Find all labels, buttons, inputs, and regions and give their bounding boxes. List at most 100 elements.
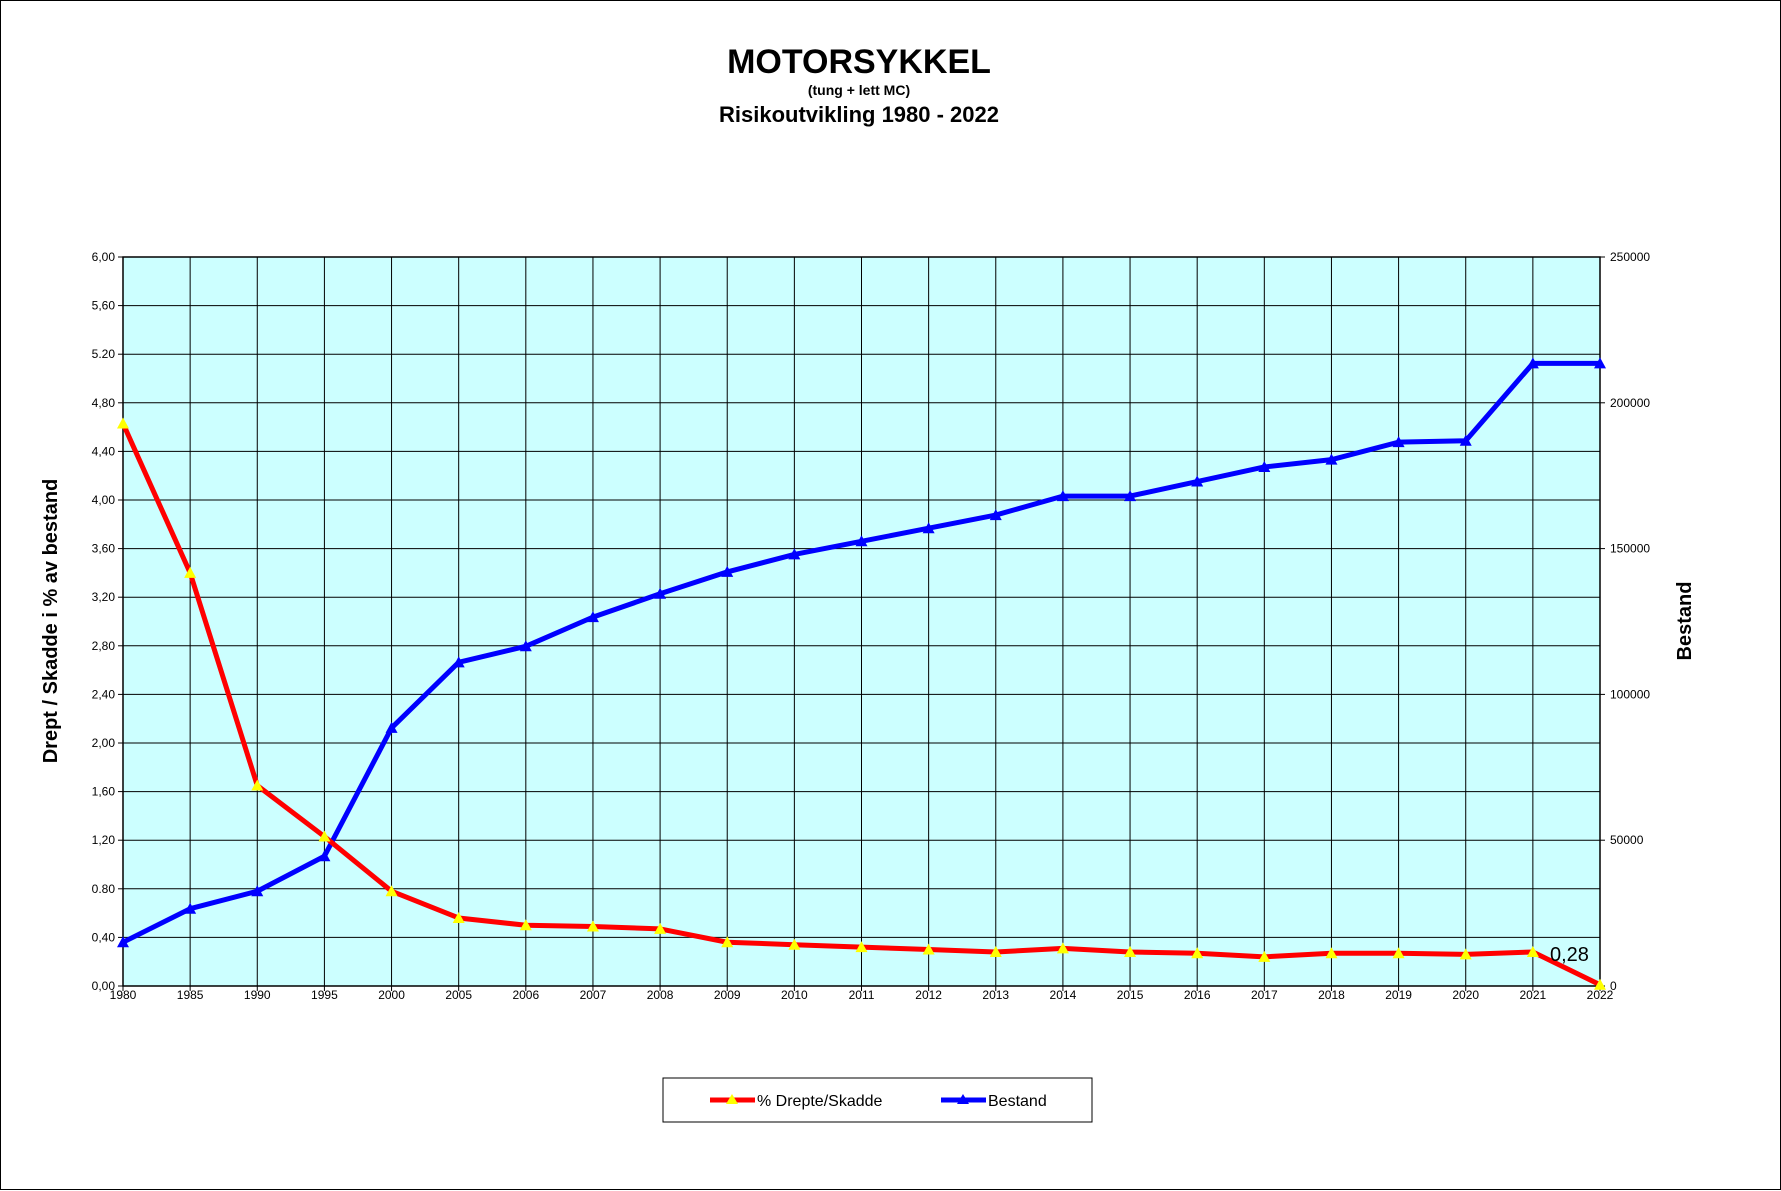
- data-point-drepte: [654, 922, 667, 934]
- left-tick-label: 6,00: [92, 250, 116, 264]
- x-tick-label: 2008: [647, 988, 674, 1002]
- data-point-drepte: [519, 919, 532, 931]
- left-tick-label: 2,80: [92, 639, 116, 653]
- x-tick-label: 2006: [512, 988, 539, 1002]
- data-point-bestand: [1325, 453, 1338, 465]
- chart-subtitle: (tung + lett MC): [808, 82, 910, 98]
- data-point-drepte: [1124, 945, 1137, 957]
- data-point-drepte: [117, 417, 129, 429]
- chart-title: MOTORSYKKEL: [727, 43, 991, 81]
- x-tick-label: 1990: [244, 988, 271, 1002]
- data-point-bestand: [1258, 460, 1271, 472]
- data-point-bestand: [654, 587, 667, 599]
- data-point-bestand: [1056, 490, 1069, 502]
- data-point-bestand: [519, 640, 532, 652]
- x-tick-label: 2015: [1117, 988, 1144, 1002]
- left-tick-label: 1,60: [92, 785, 116, 799]
- data-point-bestand: [1392, 436, 1405, 448]
- data-point-bestand: [1594, 357, 1606, 369]
- data-point-bestand: [117, 936, 129, 948]
- right-tick-label: 100000: [1610, 687, 1650, 701]
- x-tick-label: 2000: [378, 988, 405, 1002]
- data-point-drepte: [788, 938, 801, 950]
- data-point-bestand: [989, 509, 1002, 521]
- x-tick-label: 2016: [1184, 988, 1211, 1002]
- data-point-bestand: [318, 850, 331, 862]
- data-point-drepte: [385, 885, 398, 897]
- data-point-bestand: [184, 902, 197, 914]
- left-tick-label: 2,00: [92, 736, 116, 750]
- data-point-bestand: [1526, 357, 1539, 369]
- x-tick-label: 1980: [110, 988, 137, 1002]
- data-point-drepte: [1258, 950, 1271, 962]
- data-point-bestand: [721, 565, 734, 577]
- left-tick-label: 2,40: [92, 687, 116, 701]
- y-axis-label-right: Bestand: [1674, 582, 1696, 661]
- data-point-drepte: [1594, 978, 1606, 990]
- x-axis-ticks: 1980 1985 1990 1995 2000 2005 2006 2007 2008 2009…: [110, 986, 1614, 1002]
- data-point-drepte: [452, 911, 465, 923]
- legend: % Drepte/Skadde Bestand: [662, 1077, 1093, 1123]
- data-point-drepte: [318, 830, 331, 842]
- data-point-bestand: [788, 548, 801, 560]
- data-point-drepte: [1325, 947, 1338, 959]
- x-tick-label: 2020: [1452, 988, 1479, 1002]
- x-tick-label: 2012: [915, 988, 942, 1002]
- x-tick-label: 2019: [1385, 988, 1412, 1002]
- data-point-drepte: [184, 566, 197, 578]
- left-tick-label: 3,60: [92, 542, 116, 556]
- right-tick-label: 150000: [1610, 542, 1650, 556]
- x-tick-label: 2013: [982, 988, 1009, 1002]
- left-tick-label: 0.80: [92, 882, 116, 896]
- left-tick-label: 4,80: [92, 396, 116, 410]
- data-point-bestand: [1459, 434, 1472, 446]
- x-tick-label: 2007: [580, 988, 607, 1002]
- series-layer: [117, 357, 1606, 990]
- data-point-bestand: [251, 885, 264, 897]
- left-tick-label: 0,00: [92, 979, 116, 993]
- data-point-bestand: [855, 535, 868, 547]
- left-tick-label: 5.20: [92, 347, 116, 361]
- data-point-drepte: [1526, 945, 1539, 957]
- legend-label-drepte: % Drepte/Skadde: [757, 1093, 883, 1110]
- left-axis-ticks: 0,00 0,40 0.80 1,20 1,60 2,00 2,40 2,80 3,20 3,60…: [92, 250, 123, 993]
- legend-marker-bestand: [957, 1094, 969, 1104]
- x-tick-label: 2021: [1520, 988, 1547, 1002]
- data-point-drepte: [251, 779, 264, 791]
- left-tick-label: 1,20: [92, 833, 116, 847]
- x-tick-label: 2014: [1050, 988, 1077, 1002]
- left-tick-label: 4,00: [92, 493, 116, 507]
- legend-marker-drepte: [726, 1094, 738, 1104]
- left-tick-label: 0,40: [92, 930, 116, 944]
- right-tick-label: 0: [1610, 979, 1617, 993]
- left-tick-label: 5,60: [92, 299, 116, 313]
- data-point-bestand: [1191, 475, 1204, 487]
- data-point-drepte: [922, 943, 935, 955]
- x-tick-label: 2010: [781, 988, 808, 1002]
- right-tick-label: 250000: [1610, 250, 1650, 264]
- left-tick-label: 4,40: [92, 444, 116, 458]
- data-point-drepte: [586, 920, 599, 932]
- legend-label-bestand: Bestand: [988, 1093, 1047, 1110]
- x-tick-label: 1995: [311, 988, 338, 1002]
- data-point-drepte: [721, 936, 734, 948]
- right-axis-ticks: 0 50000 100000 150000 200000 250000: [1600, 250, 1650, 993]
- data-point-bestand: [452, 656, 465, 668]
- x-tick-label: 2018: [1318, 988, 1345, 1002]
- data-label-annotation: 0,28: [1550, 944, 1589, 966]
- data-point-drepte: [855, 941, 868, 953]
- data-point-drepte: [1392, 947, 1405, 959]
- right-tick-label: 200000: [1610, 396, 1650, 410]
- left-tick-label: 3,20: [92, 590, 116, 604]
- gridlines: [123, 257, 1600, 986]
- data-point-bestand: [1124, 490, 1137, 502]
- x-tick-label: 2017: [1251, 988, 1278, 1002]
- x-tick-label: 1985: [177, 988, 204, 1002]
- data-point-drepte: [1056, 942, 1069, 954]
- chart-subtitle-2: Risikoutvikling 1980 - 2022: [719, 102, 999, 127]
- data-point-bestand: [385, 721, 398, 733]
- x-tick-label: 2011: [849, 988, 875, 1002]
- data-point-drepte: [1459, 948, 1472, 960]
- right-tick-label: 50000: [1610, 833, 1644, 847]
